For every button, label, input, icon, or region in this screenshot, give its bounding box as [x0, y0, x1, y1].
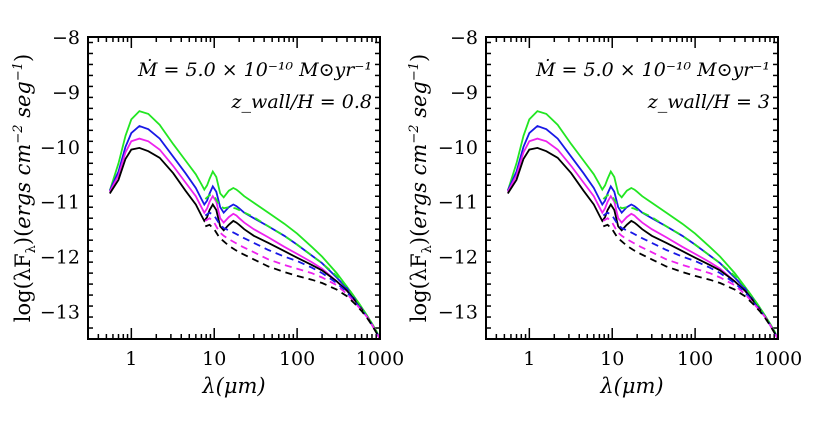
plot-frame-left — [87, 36, 381, 340]
x-tick-label: 10 — [600, 348, 624, 370]
series-line-magenta-dashed — [204, 217, 380, 339]
chart-panel-right: −13 −12 −11 −10 −9 −8 1 10 100 1000 λ(μm) log(λF… — [407, 27, 802, 398]
y-tick-label: −10 — [438, 137, 478, 159]
x-tick-label: 100 — [279, 348, 315, 370]
x-tick-labels-left: 1 10 100 1000 — [125, 348, 404, 370]
series-line-black-dashed — [602, 223, 778, 339]
x-tick-label: 100 — [677, 348, 713, 370]
y-axis-title-left: log(λFλ)(ergs cm−2 seg−1) — [11, 54, 39, 322]
x-tick-label: 1000 — [754, 348, 802, 370]
series-line-green-dashed — [602, 194, 778, 339]
x-tick-labels-right: 1 10 100 1000 — [523, 348, 802, 370]
x-tick-label: 1000 — [356, 348, 404, 370]
series-line-magenta-dashed — [602, 217, 778, 339]
y-tick-label: −11 — [438, 192, 478, 214]
series-line-blue-dashed — [602, 211, 778, 339]
y-tick-label: −8 — [52, 27, 80, 49]
x-axis-title-left: λ(μm) — [201, 374, 265, 398]
chart-panel-left: −13 −12 −11 −10 −9 −8 1 10 100 1000 λ(μm) log(λF… — [11, 27, 404, 398]
annotation-zwall-right: z_wall/H = 3 — [647, 91, 770, 113]
annotation-mdot-right: Ṁ = 5.0 × 10⁻¹⁰ M⊙yr⁻¹ — [535, 58, 770, 81]
x-axis-title-right: λ(μm) — [599, 374, 663, 398]
x-tick-label: 1 — [125, 348, 137, 370]
y-axis-title-right: log(λFλ)(ergs cm−2 seg−1) — [407, 54, 435, 322]
y-tick-label: −8 — [450, 27, 478, 49]
annotation-zwall-left: z_wall/H = 0.8 — [231, 91, 372, 113]
series-line-black-dashed — [204, 223, 380, 339]
x-tick-label: 10 — [202, 348, 226, 370]
y-tick-label: −13 — [438, 302, 478, 324]
plot-frame-right — [485, 36, 779, 340]
series-line-blue — [506, 124, 778, 339]
series-line-black — [507, 146, 778, 339]
x-tick-label: 1 — [523, 348, 535, 370]
series-line-black — [109, 146, 380, 339]
series-line-green — [108, 110, 380, 339]
series-line-blue — [108, 124, 380, 339]
series-line-green — [506, 110, 778, 339]
annotation-mdot-left: Ṁ = 5.0 × 10⁻¹⁰ M⊙yr⁻¹ — [137, 58, 372, 81]
y-tick-label: −9 — [450, 82, 478, 104]
y-tick-label: −12 — [438, 247, 478, 269]
y-tick-label: −13 — [40, 302, 80, 324]
y-tick-label: −11 — [40, 192, 80, 214]
series-group-left — [108, 110, 380, 339]
y-tick-label: −12 — [40, 247, 80, 269]
y-tick-labels-left: −13 −12 −11 −10 −9 −8 — [40, 27, 80, 324]
series-line-blue-dashed — [204, 211, 380, 339]
series-group-right — [506, 110, 778, 339]
y-tick-labels-right: −13 −12 −11 −10 −9 −8 — [438, 27, 478, 324]
y-tick-label: −9 — [52, 82, 80, 104]
y-tick-label: −10 — [40, 137, 80, 159]
series-line-green-dashed — [204, 194, 380, 339]
